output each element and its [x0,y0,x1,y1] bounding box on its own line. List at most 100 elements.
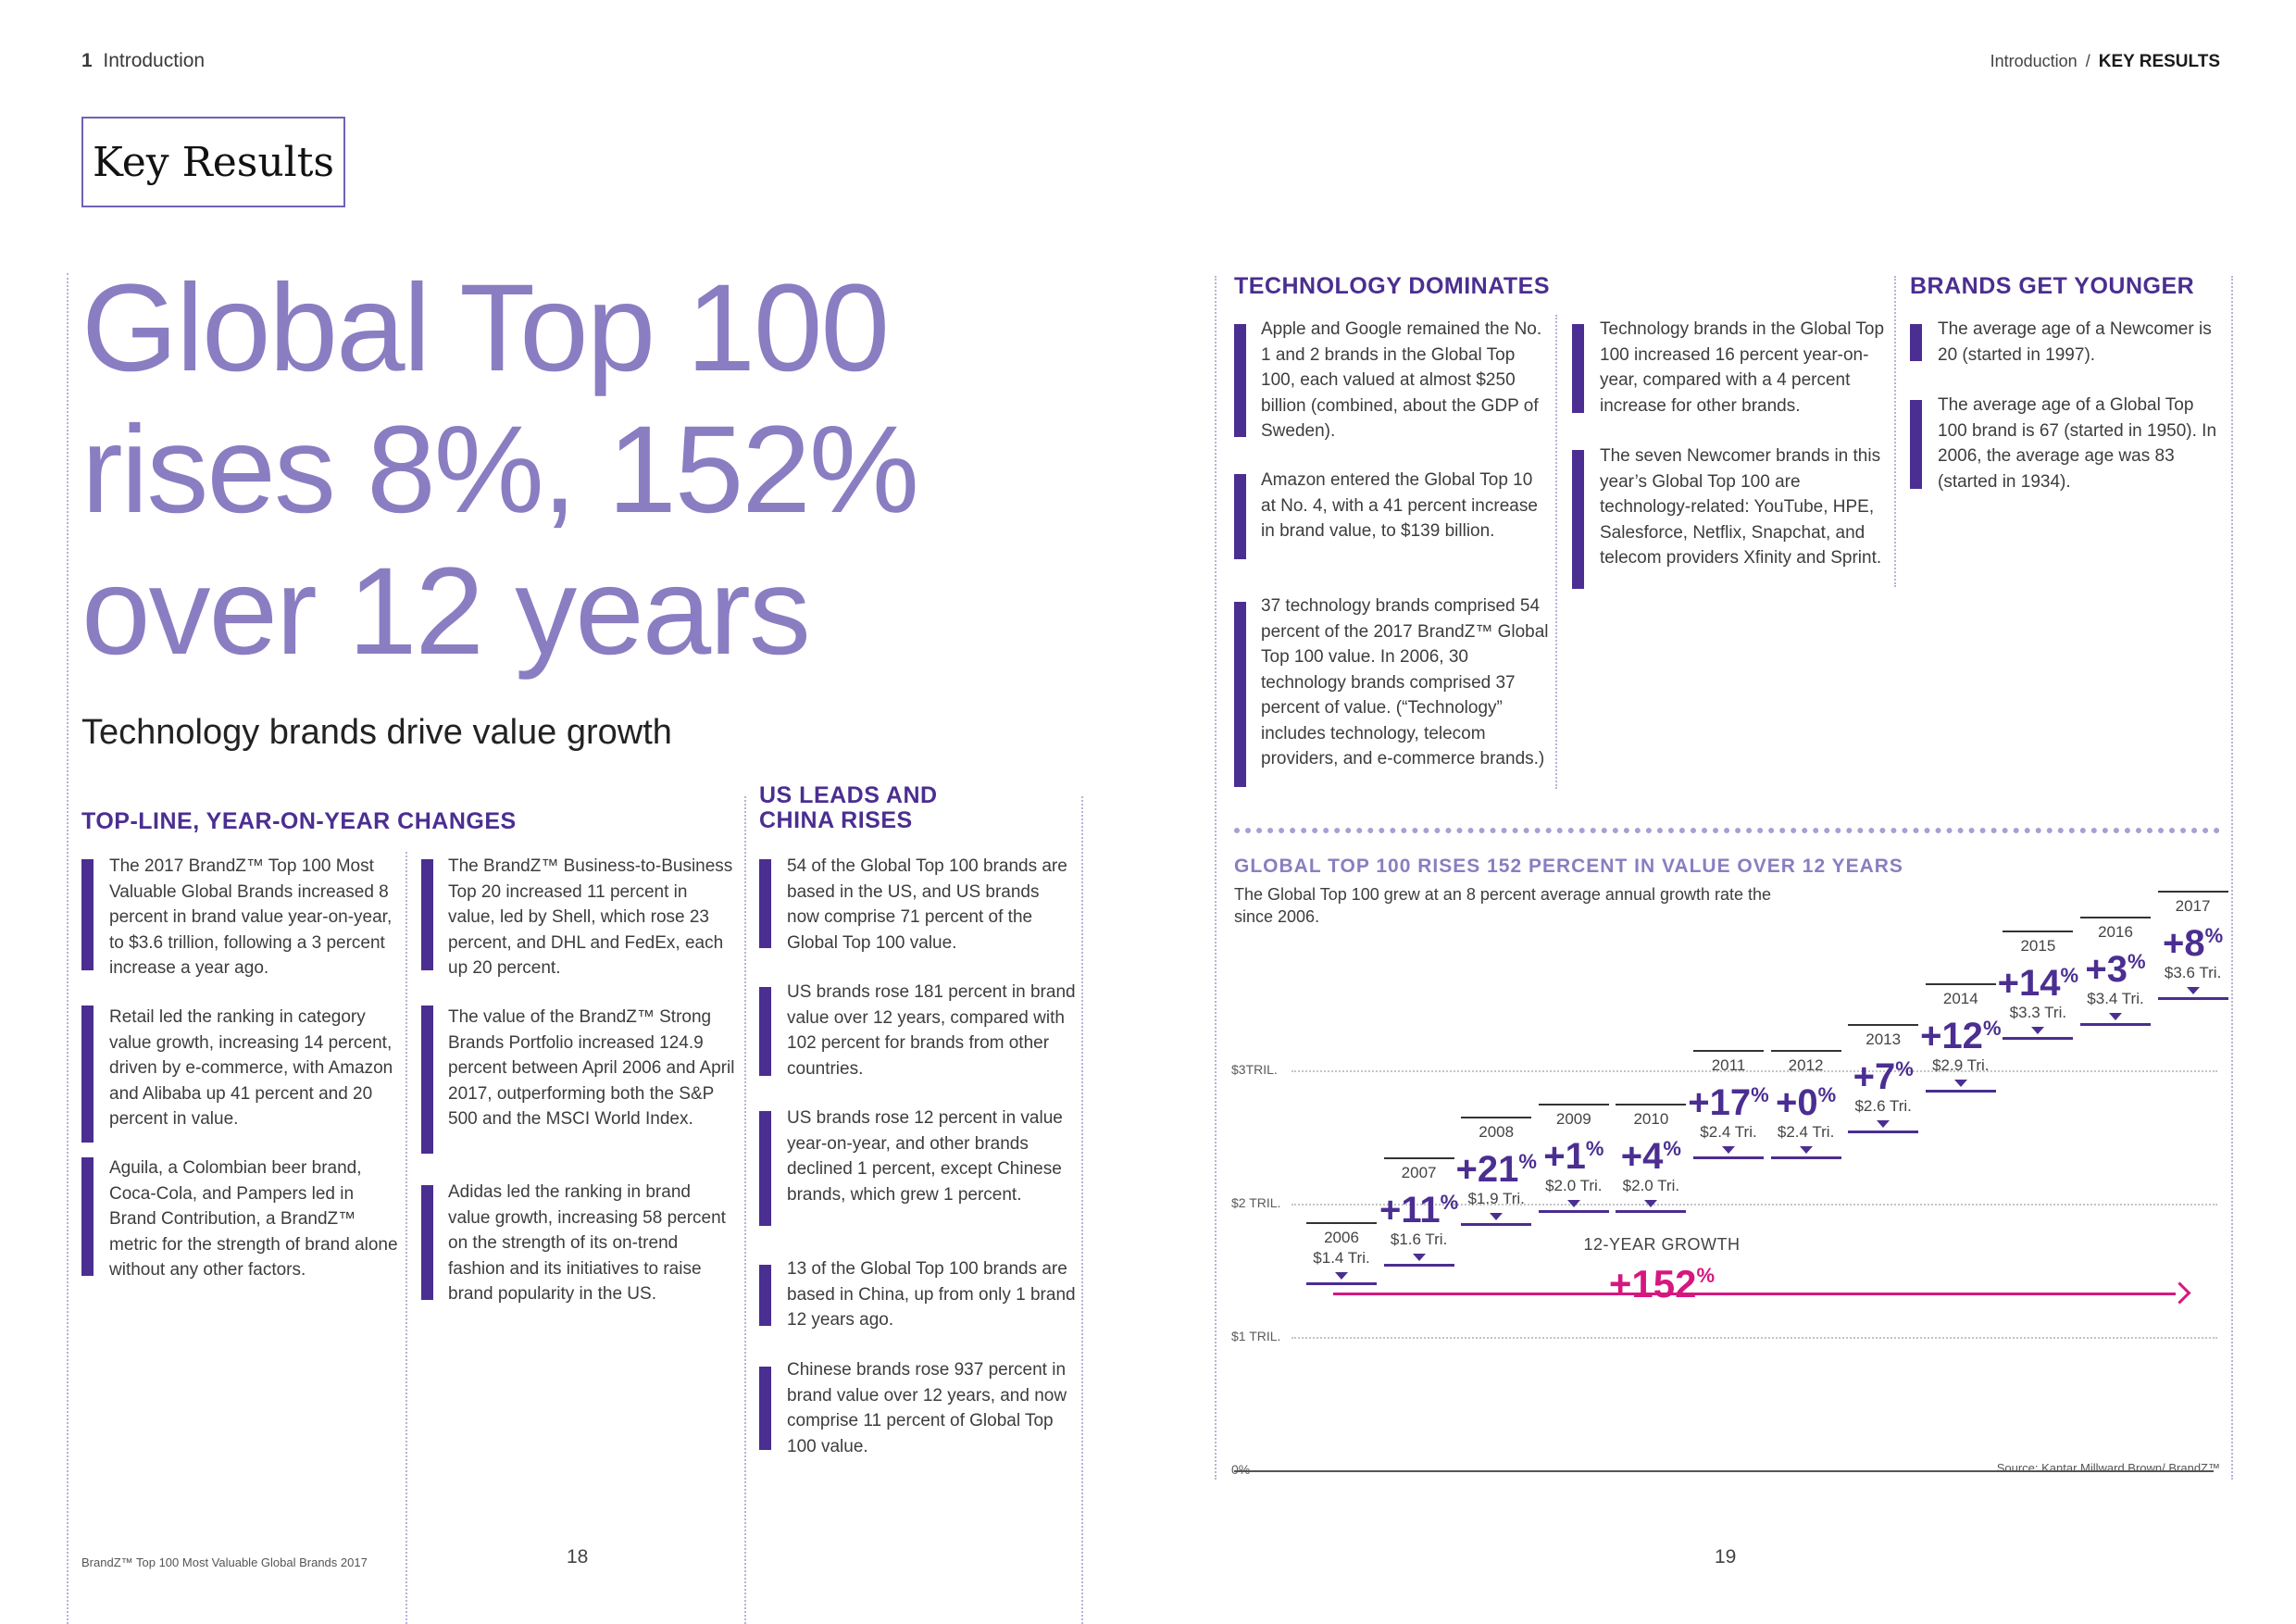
breadcrumb-separator: / [2085,52,2090,70]
section-separator [1234,828,2220,833]
us-china-heading: US LEADS AND CHINA RISES [759,783,938,833]
column-rule [1894,276,1896,587]
headline-line: over 12 years [81,543,811,681]
step-top-line [1461,1117,1532,1119]
bullet-bar [421,1006,433,1154]
step-marker-icon [1877,1119,1890,1128]
growth-arrow-head-icon [2168,1281,2191,1305]
bullet-bar [759,1367,771,1450]
step-growth-number: +1 [1543,1136,1586,1177]
growth-callout: 12-YEAR GROWTH +152% [1324,1235,2000,1305]
footer-page-right: 19 [1715,1546,1737,1568]
chart-step-2007: 2007 +11% $1.6 Tri. [1379,1156,1458,1267]
step-growth-number: +12 [1920,1016,1983,1057]
topline-item: Aguila, a Colombian beer brand, Coca-Col… [109,1158,398,1280]
topline-item: Retail led the ranking in category value… [109,1007,393,1129]
technology-heading: TECHNOLOGY DOMINATES [1234,273,1551,299]
y-tick-label: 0% [1231,1462,1251,1477]
step-year-label: 2017 [2175,896,2211,915]
topline-item: The value of the BrandZ™ Strong Brands P… [448,1007,735,1129]
step-growth-symbol: % [1663,1137,1681,1160]
step-marker-icon [1799,1146,1813,1155]
chart-step-2006: 2006 $1.4 Tri. [1306,1222,1377,1286]
step-growth-symbol: % [2128,950,2146,974]
step-growth-label: +1% [1520,1130,1628,1176]
step-growth-symbol: % [1982,1017,2002,1041]
footer-page-left: 18 [567,1546,589,1568]
gridline [1292,1204,2217,1206]
step-growth-label: +12% [1907,1009,2015,1056]
step-year-label: 2015 [2020,936,2056,955]
step-value-label: $1.4 Tri. [1313,1249,1370,1268]
step-growth-label: +14% [1984,956,2091,1003]
step-top-line [1770,1050,1841,1053]
step-growth-label: +3% [2062,943,2169,989]
y-tick-label: $1 TRIL. [1231,1329,1281,1343]
step-year-label: 2011 [1711,1056,1746,1075]
step-growth-label: +7% [1829,1050,1937,1096]
step-growth-number: +7 [1853,1056,1896,1097]
step-growth-label: +21% [1442,1143,1550,1189]
column-rule [1215,276,1217,1480]
technology-item: Technology brands in the Global Top 100 … [1600,319,1885,416]
chart-step-2014: 2014 +12% $2.9 Tri. [1920,983,2002,1093]
step-growth-number: +14 [1997,962,2061,1004]
step-year-label: 2006 [1324,1229,1359,1247]
step-growth-number: +3 [2085,949,2128,991]
step-growth-number: +17 [1688,1082,1752,1124]
step-growth-number: +0 [1776,1082,1818,1124]
bullet-bar [1910,400,1922,489]
page-section-number: 1 [81,50,93,71]
bullet-bar [1572,324,1584,413]
step-marker-icon [1953,1080,1967,1088]
step-value-label: $2.4 Tri. [1777,1123,1835,1142]
chart-subtitle: The Global Top 100 grew at an 8 percent … [1234,885,1772,926]
title-box-label: Key Results [93,138,334,186]
step-growth-label: +11% [1366,1183,1473,1230]
bullet-bar [421,1185,433,1300]
step-growth-number: +21 [1455,1149,1519,1191]
step-year-label: 2014 [1942,990,1978,1008]
step-growth-symbol: % [1440,1190,1459,1214]
growth-value-symbol: % [1696,1264,1716,1287]
step-year-label: 2013 [1866,1030,1902,1048]
step-top-line [1306,1222,1377,1225]
step-growth-symbol: % [1895,1056,1914,1081]
us-china-item: 13 of the Global Top 100 brands are base… [787,1259,1076,1330]
step-growth-symbol: % [1751,1083,1769,1107]
step-top-line [2157,890,2228,893]
step-value-bar [2003,1036,2074,1040]
running-header-left: 1 Introduction [81,50,205,72]
chart-step-2009: 2009 +1% $2.0 Tri. [1538,1104,1609,1213]
topline-item: Adidas led the ranking in brand value gr… [448,1182,726,1304]
section-name: Introduction [103,50,206,71]
step-growth-label: +8% [2140,917,2247,963]
us-china-heading-line: US LEADS AND [759,782,938,808]
headline: Global Top 100 rises 8%, 152% over 12 ye… [81,257,919,682]
step-value-bar [1925,1090,1996,1093]
step-growth-number: +11 [1379,1189,1441,1230]
technology-item: Amazon entered the Global Top 10 at No. … [1261,470,1538,541]
step-growth-symbol: % [1817,1083,1837,1107]
gridline [1292,1070,2217,1072]
step-growth-label: +4% [1597,1130,1704,1176]
us-china-item: Chinese brands rose 937 percent in brand… [787,1360,1067,1456]
column-rule [406,852,407,1624]
breadcrumb: Introduction / KEY RESULTS [1990,52,2220,72]
subheadline: Technology brands drive value growth [81,713,672,752]
column-rule-right [2231,276,2233,1480]
step-year-label: 2008 [1479,1123,1515,1142]
breadcrumb-section: Introduction [1990,52,2078,70]
step-value-label: $2.4 Tri. [1700,1123,1757,1142]
step-year-label: 2016 [2098,923,2133,942]
us-china-item: 54 of the Global Top 100 brands are base… [787,856,1067,953]
step-marker-icon [2186,986,2200,994]
chart-step-2012: 2012 +0% $2.4 Tri. [1770,1050,1841,1160]
step-year-label: 2009 [1555,1110,1591,1128]
step-marker-icon [1722,1146,1735,1155]
step-marker-icon [1490,1213,1504,1221]
chart-step-2010: 2010 +4% $2.0 Tri. [1616,1104,1687,1213]
step-growth-number: +4 [1620,1136,1664,1177]
step-value-bar [1693,1156,1764,1160]
step-growth-label: +17% [1675,1076,1782,1122]
